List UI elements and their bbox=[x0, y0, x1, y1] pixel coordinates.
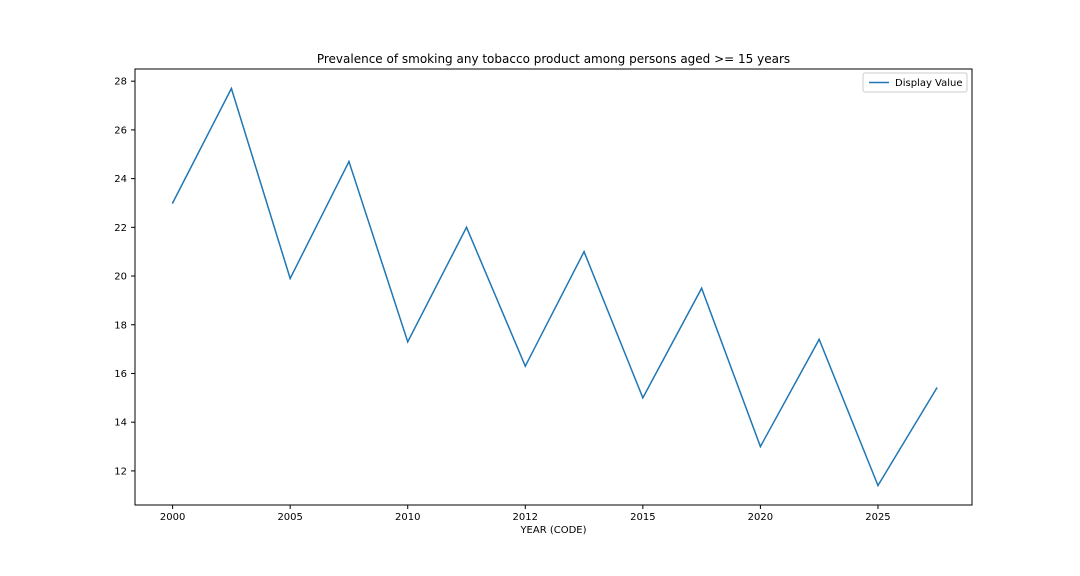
series-layer bbox=[171, 86, 938, 488]
y-tick-label: 16 bbox=[114, 369, 127, 380]
y-tick-label: 20 bbox=[114, 272, 127, 283]
data-point bbox=[406, 341, 409, 343]
x-axis: 2000 2005 2010 2012 2015 2020 2025 bbox=[160, 505, 891, 523]
y-tick-label: 22 bbox=[114, 223, 127, 234]
y-tick-label: 12 bbox=[114, 466, 127, 477]
x-tick-label: 2005 bbox=[277, 512, 302, 523]
data-point bbox=[348, 160, 350, 163]
legend: Display Value bbox=[862, 72, 968, 93]
data-point bbox=[759, 445, 762, 448]
x-tick-label: 2010 bbox=[395, 512, 420, 523]
plot-area-frame bbox=[134, 68, 973, 506]
data-point bbox=[700, 287, 703, 290]
x-tick-label: 2012 bbox=[513, 512, 538, 523]
y-tick-label: 18 bbox=[114, 320, 127, 331]
x-tick-label: 2025 bbox=[865, 512, 890, 523]
data-point bbox=[289, 277, 291, 280]
data-point bbox=[935, 387, 938, 389]
x-axis-title: YEAR (CODE) bbox=[519, 525, 586, 536]
y-tick-label: 28 bbox=[114, 77, 127, 88]
data-point bbox=[642, 397, 644, 399]
data-point bbox=[230, 87, 233, 90]
data-point bbox=[583, 250, 585, 253]
chart-title: Prevalence of smoking any tobacco produc… bbox=[317, 52, 790, 66]
data-point bbox=[171, 202, 174, 204]
legend-label-display-value: Display Value bbox=[895, 78, 963, 89]
y-tick-label: 26 bbox=[114, 125, 127, 136]
data-point bbox=[818, 338, 820, 341]
x-tick-label: 2000 bbox=[160, 512, 185, 523]
x-tick-label: 2020 bbox=[748, 512, 773, 523]
legend-box bbox=[862, 72, 968, 93]
data-point bbox=[877, 484, 879, 487]
data-point bbox=[524, 365, 527, 367]
x-tick-label: 2015 bbox=[630, 512, 655, 523]
y-axis: 12 14 16 18 20 22 24 26 28 bbox=[114, 77, 135, 477]
y-tick-label: 24 bbox=[114, 174, 127, 185]
series-line-display-value bbox=[171, 86, 938, 488]
data-point bbox=[465, 226, 468, 229]
y-tick-label: 14 bbox=[114, 418, 127, 429]
